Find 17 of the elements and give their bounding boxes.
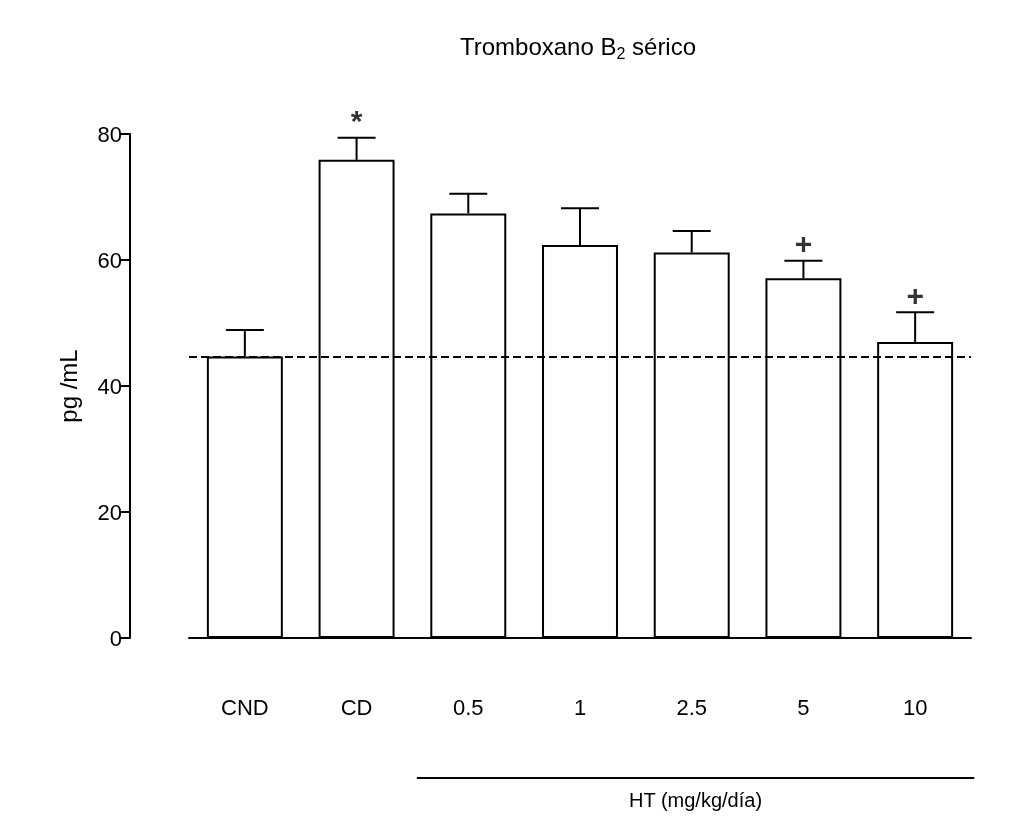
x-axis-title: HT (mg/kg/día) [629,789,763,811]
y-tick-label: 40 [97,373,122,399]
y-tick-label: 60 [97,247,122,273]
x-tick-label: 1 [573,694,587,720]
x-tick-label: 0.5 [452,694,484,720]
annotation: * [350,104,363,138]
x-tick-label: 5 [797,694,810,720]
x-tick-label: CND [221,694,269,720]
annotation: + [906,278,924,312]
y-tick-label: 20 [97,499,122,525]
x-tick-label: CD [340,694,373,720]
y-tick-label: 0 [109,625,122,651]
annotation: + [794,227,813,261]
y-tick-label: 80 [97,121,122,147]
x-tick-label: 2.5 [676,694,708,720]
x-tick-label: 10 [902,694,928,720]
y-axis-title: pg /mL [54,349,82,423]
